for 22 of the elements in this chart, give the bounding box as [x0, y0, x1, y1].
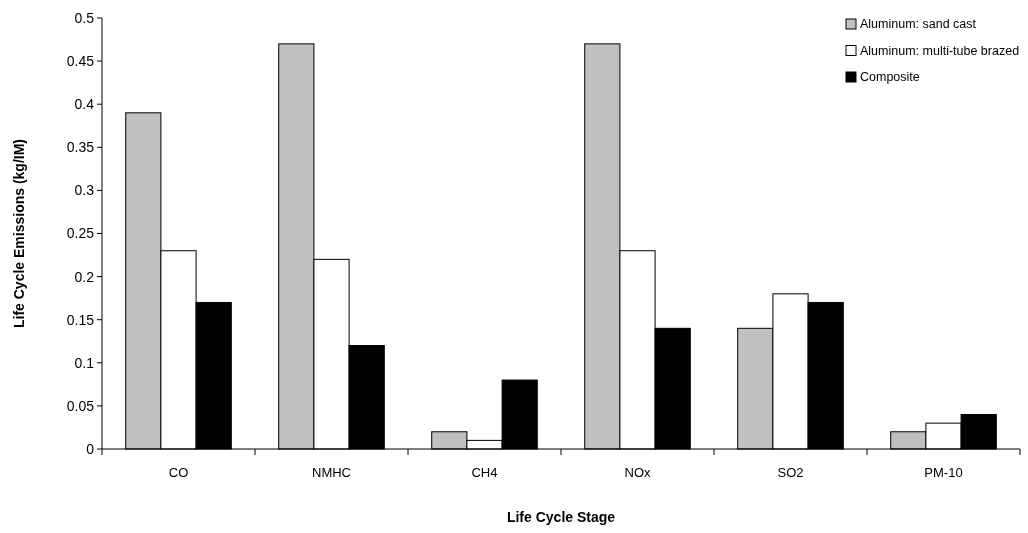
x-tick-label: CH4 — [471, 465, 498, 480]
y-tick-label: 0.4 — [74, 96, 95, 113]
legend-label: Aluminum: sand cast — [860, 17, 977, 32]
x-tick-label: CO — [168, 465, 189, 480]
x-tick-label: NMHC — [312, 465, 351, 480]
y-tick-label: 0.2 — [74, 268, 95, 285]
y-tick-label: 0.35 — [66, 139, 95, 156]
x-tick-label: SO2 — [777, 465, 804, 480]
legend-label: Aluminum: multi-tube brazed — [860, 43, 1020, 58]
x-tick-label: NOx — [624, 465, 651, 480]
legend-label: Composite — [860, 70, 920, 85]
y-tick-label: 0.25 — [66, 225, 95, 242]
y-tick-label: 0.15 — [66, 311, 95, 328]
x-tick-label: PM-10 — [924, 465, 963, 480]
y-tick-label: 0.3 — [74, 182, 95, 199]
y-tick-label: 0.05 — [66, 397, 95, 414]
y-tick-label: 0.45 — [66, 53, 95, 69]
y-tick-label: 0.5 — [74, 9, 95, 26]
y-axis-title: Life Cycle Emissions (kg/IM) — [11, 138, 27, 329]
y-tick-label: 0.1 — [74, 354, 95, 371]
x-axis-title: Life Cycle Stage — [506, 509, 616, 525]
y-tick-label: 0 — [86, 440, 95, 457]
